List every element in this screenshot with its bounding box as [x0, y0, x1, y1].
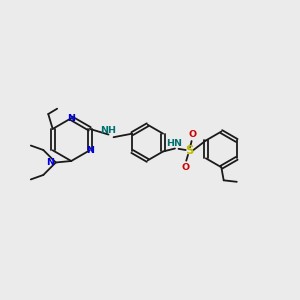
Text: NH: NH [100, 126, 116, 135]
Text: N: N [67, 114, 75, 123]
Text: O: O [181, 163, 189, 172]
Text: S: S [185, 144, 194, 158]
Text: HN: HN [166, 139, 182, 148]
Text: O: O [188, 130, 196, 139]
Text: N: N [46, 158, 54, 167]
Text: N: N [86, 146, 94, 155]
